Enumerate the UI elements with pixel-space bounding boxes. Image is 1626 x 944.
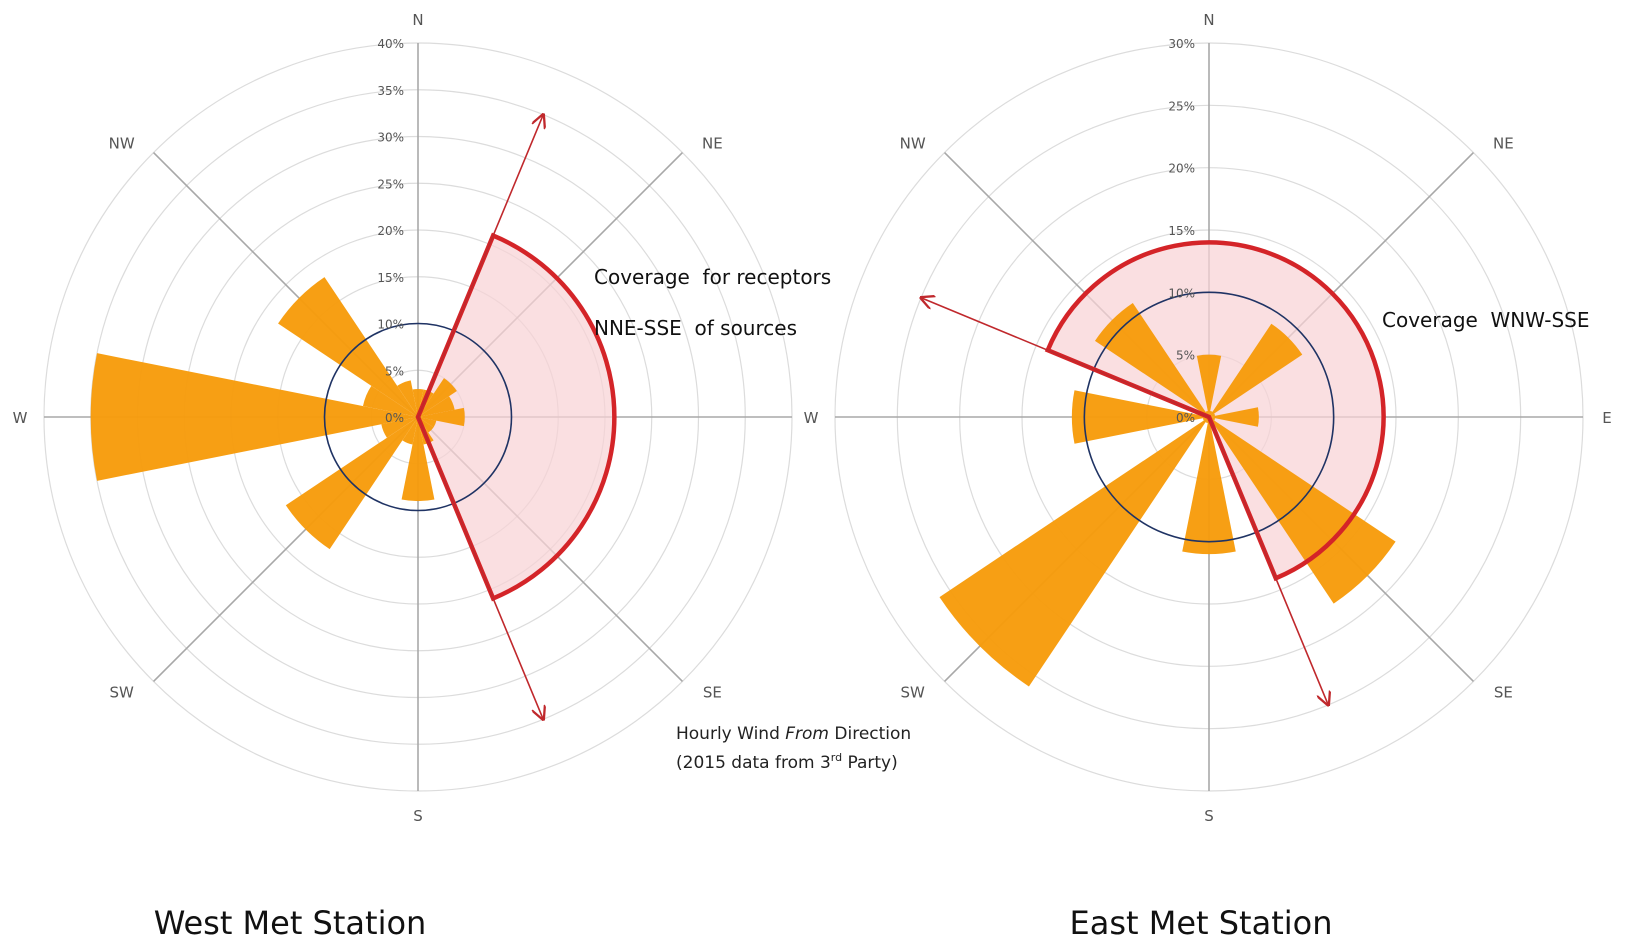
data-source-note-line-1: Hourly Wind From Direction — [676, 724, 911, 744]
west-tick-label: 15% — [377, 271, 404, 285]
east-direction-label-s: S — [1204, 807, 1214, 825]
east-coverage-annotation: Coverage WNW-SSE — [1382, 308, 1589, 332]
east-bar-s — [1182, 417, 1236, 555]
west-bar-wsw — [381, 417, 418, 438]
west-tick-label: 10% — [377, 318, 404, 332]
east-frequency-bars — [939, 302, 1396, 687]
east-tick-label: 10% — [1168, 286, 1195, 300]
east-direction-label-se: SE — [1494, 683, 1513, 701]
west-coverage-arrow-end — [417, 416, 543, 719]
west-bar-ne — [418, 378, 457, 417]
east-direction-label-w: W — [804, 409, 819, 427]
west-coverage-sector — [418, 235, 615, 599]
west-bar-e — [418, 407, 465, 427]
west-highlight-ring — [323, 322, 513, 512]
west-bar-ene — [418, 396, 455, 417]
east-highlight-ring — [1083, 291, 1335, 543]
east-direction-labels: N NE E SE S SW W NW — [804, 11, 1612, 825]
west-tick-label: 0% — [385, 411, 404, 425]
west-tick-label: 35% — [377, 84, 404, 98]
east-coverage-edge — [1044, 240, 1386, 582]
east-direction-label-n: N — [1203, 11, 1214, 29]
west-direction-label-sw: SW — [109, 683, 134, 701]
west-direction-label-nw: NW — [109, 135, 135, 153]
east-direction-label-e: E — [1602, 409, 1611, 427]
east-tick-label: 0% — [1176, 411, 1195, 425]
east-wind-rose: 0% 5% 10% 15% 20% 25% 30% N NE E SE S SW W NW — [804, 11, 1612, 825]
west-coverage-edge — [415, 232, 617, 602]
west-bar-nw — [278, 277, 418, 417]
west-tick-label: 20% — [377, 224, 404, 238]
west-direction-labels: N NE SE S SW W NW — [13, 11, 723, 825]
west-frequency-bars — [90, 277, 465, 550]
west-station-title: West Met Station — [154, 904, 427, 942]
east-coverage-arrow-end — [1208, 416, 1328, 705]
east-tick-label: 20% — [1168, 162, 1195, 176]
east-bar-e — [1209, 407, 1259, 427]
east-coverage-outline — [1044, 240, 1386, 582]
west-direction-label-ne: NE — [702, 135, 723, 153]
west-coverage-fill — [418, 235, 615, 599]
east-bar-n — [1196, 354, 1222, 417]
west-direction-label-se: SE — [703, 683, 722, 701]
west-tick-label: 5% — [385, 364, 404, 378]
west-direction-label-w: W — [13, 409, 28, 427]
west-tick-label: 40% — [377, 37, 404, 51]
east-coverage-arrow-start — [921, 298, 1210, 418]
west-coverage-annotation-line-1: Coverage for receptors — [594, 265, 831, 289]
east-coverage-arrows — [921, 298, 1328, 705]
east-bar-nw — [1094, 302, 1209, 417]
west-bar-s — [401, 417, 435, 502]
east-bar-sw — [939, 417, 1209, 687]
west-coverage-annotation-line-2: NNE-SSE of sources — [594, 316, 797, 340]
west-direction-label-s: S — [413, 807, 423, 825]
west-radial-tick-labels: 0% 5% 10% 15% 20% 25% 30% 35% 40% — [377, 37, 404, 425]
east-direction-label-ne: NE — [1493, 135, 1514, 153]
east-highlight-ring-circle — [1083, 291, 1335, 543]
west-highlight-ring-circle — [323, 322, 513, 512]
west-direction-label-n: N — [412, 11, 423, 29]
east-tick-label: 15% — [1168, 224, 1195, 238]
west-coverage-arrow-start — [417, 115, 543, 418]
west-coverage-arrows — [417, 115, 543, 720]
east-bar-ne — [1209, 323, 1303, 417]
west-coverage-outline — [415, 232, 617, 602]
east-tick-label: 25% — [1168, 99, 1195, 113]
west-wind-rose: 0% 5% 10% 15% 20% 25% 30% 35% 40% N NE SE S SW W NW — [13, 11, 793, 825]
west-bar-ssw — [402, 417, 418, 445]
east-tick-label: 5% — [1176, 349, 1195, 363]
west-bar-ese — [418, 417, 437, 428]
west-bar-wnw — [362, 385, 418, 417]
west-tick-label: 30% — [377, 131, 404, 145]
east-station-title: East Met Station — [1070, 904, 1333, 942]
east-bar-w — [1071, 390, 1209, 444]
east-radial-tick-labels: 0% 5% 10% 15% 20% 25% 30% — [1168, 37, 1195, 425]
east-bar-se — [1209, 417, 1396, 604]
east-direction-label-sw: SW — [900, 683, 925, 701]
east-tick-label: 30% — [1168, 37, 1195, 51]
west-tick-label: 25% — [377, 177, 404, 191]
data-source-note-line-2: (2015 data from 3rd Party) — [676, 751, 898, 773]
west-bar-nnw — [397, 380, 418, 417]
west-bar-w — [90, 353, 418, 481]
west-bar-n — [412, 388, 424, 417]
east-direction-label-nw: NW — [900, 135, 926, 153]
